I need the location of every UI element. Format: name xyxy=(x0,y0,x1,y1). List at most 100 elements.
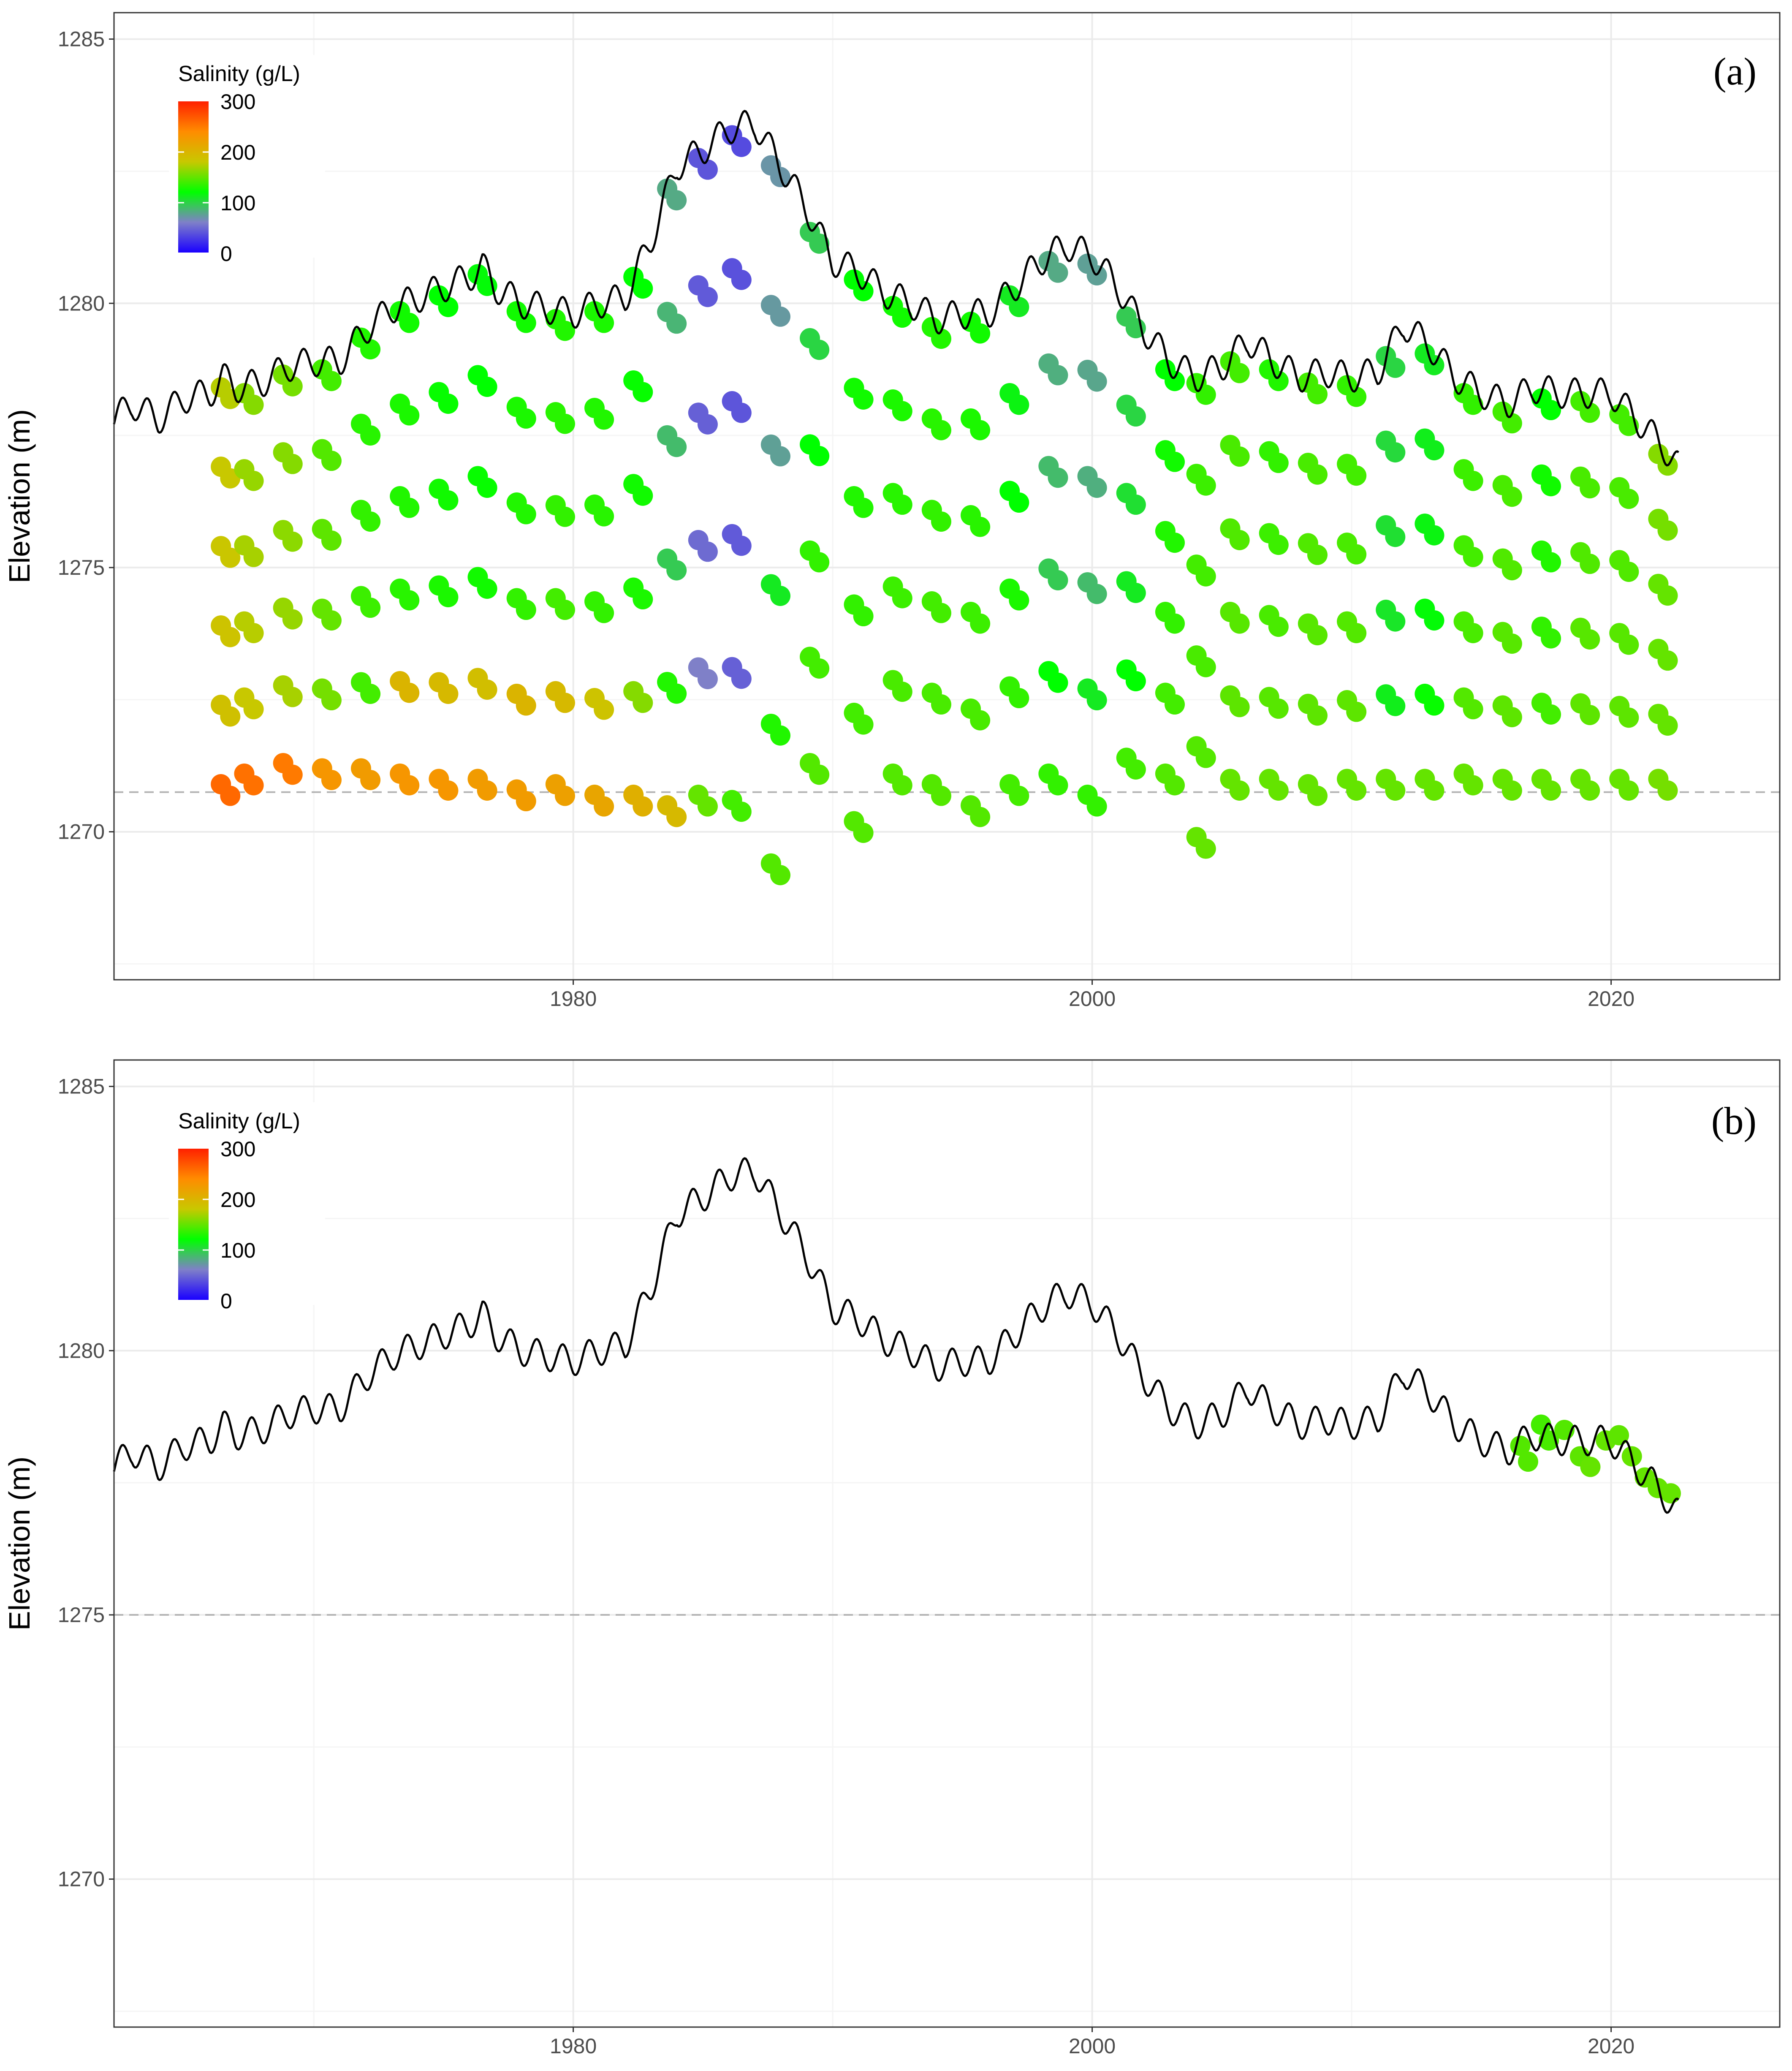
sample-point xyxy=(321,451,342,471)
sample-point xyxy=(1009,297,1029,318)
sample-point xyxy=(1307,544,1328,565)
sample-point xyxy=(931,694,951,715)
panel-a-y-axis-title: Elevation (m) xyxy=(3,409,36,583)
sample-point xyxy=(1609,1425,1629,1446)
sample-point xyxy=(633,796,653,817)
panel-b-colorbar xyxy=(178,1149,209,1300)
sample-point xyxy=(1346,780,1367,801)
sample-point xyxy=(594,796,614,817)
sample-point xyxy=(892,307,912,328)
sample-point xyxy=(853,389,874,410)
sample-point xyxy=(1541,552,1561,573)
sample-point xyxy=(243,775,264,796)
sample-point xyxy=(282,376,303,397)
sample-point xyxy=(399,775,420,796)
sample-point xyxy=(1165,775,1185,796)
sample-point xyxy=(1048,672,1068,693)
sample-point xyxy=(1307,464,1328,485)
sample-point xyxy=(1463,699,1483,720)
sample-point xyxy=(399,497,420,518)
sample-point xyxy=(970,807,991,827)
panel-b-x-tick-label: 1980 xyxy=(550,2034,597,2058)
sample-point xyxy=(399,405,420,426)
panel-b-y-tick-label: 1275 xyxy=(58,1603,105,1627)
sample-point xyxy=(243,546,264,567)
sample-point xyxy=(220,627,241,647)
sample-point xyxy=(731,402,752,423)
sample-point xyxy=(1501,413,1522,434)
panel-a-colorbar xyxy=(178,101,209,253)
sample-point xyxy=(809,658,830,679)
sample-point xyxy=(1268,617,1289,637)
sample-point xyxy=(243,470,264,491)
sample-point xyxy=(1541,400,1561,421)
sample-point xyxy=(1195,566,1216,587)
sample-point xyxy=(731,136,752,157)
sample-point xyxy=(554,785,575,806)
sample-point xyxy=(853,281,874,302)
sample-point xyxy=(1424,610,1444,631)
sample-point xyxy=(321,690,342,711)
sample-point xyxy=(1268,780,1289,801)
sample-point xyxy=(697,796,718,817)
sample-point xyxy=(1307,705,1328,726)
sample-point xyxy=(1463,394,1483,415)
sample-point xyxy=(1424,780,1444,801)
panel-b-y-axis: 1270 1275 1280 1285 xyxy=(58,1075,114,1891)
sample-point xyxy=(931,785,951,806)
sample-point xyxy=(1385,696,1406,716)
sample-point xyxy=(516,791,536,812)
sample-point xyxy=(1086,371,1107,392)
sample-point xyxy=(243,699,264,720)
sample-point xyxy=(360,339,381,360)
sample-point xyxy=(516,313,536,333)
sample-point xyxy=(243,394,264,415)
sample-point xyxy=(243,623,264,644)
sample-point xyxy=(1307,625,1328,646)
sample-point xyxy=(1580,705,1600,726)
sample-point xyxy=(321,530,342,551)
sample-point xyxy=(360,511,381,532)
panel-b-y-tick-label: 1270 xyxy=(58,1867,105,1891)
sample-point xyxy=(282,764,303,785)
sample-point xyxy=(1195,838,1216,859)
sample-point xyxy=(731,802,752,822)
panel-a-y-tick-label: 1270 xyxy=(58,820,105,844)
sample-point xyxy=(1501,633,1522,654)
sample-point xyxy=(321,769,342,790)
sample-point xyxy=(1385,442,1406,463)
sample-point xyxy=(220,706,241,727)
sample-point xyxy=(1657,520,1678,541)
sample-point xyxy=(1501,707,1522,728)
sample-point xyxy=(1463,775,1483,796)
sample-point xyxy=(1125,406,1146,427)
sample-point xyxy=(1048,570,1068,590)
sample-point xyxy=(809,552,830,573)
panel-a-points xyxy=(211,125,1678,886)
sample-point xyxy=(1125,759,1146,780)
sample-point xyxy=(516,504,536,525)
sample-point xyxy=(1268,453,1289,473)
sample-point xyxy=(1580,780,1600,801)
sample-point xyxy=(697,287,718,307)
sample-point xyxy=(1541,628,1561,649)
sample-point xyxy=(697,541,718,562)
sample-point xyxy=(1086,690,1107,711)
sample-point xyxy=(731,669,752,689)
sample-point xyxy=(477,376,497,397)
sample-point xyxy=(1165,371,1185,391)
sample-point xyxy=(853,823,874,843)
sample-point xyxy=(1346,623,1367,644)
sample-point xyxy=(633,278,653,299)
sample-point xyxy=(697,669,718,689)
sample-point xyxy=(1125,495,1146,515)
sample-point xyxy=(1618,489,1639,509)
sample-point xyxy=(697,414,718,435)
sample-point xyxy=(1307,785,1328,806)
sample-point xyxy=(1531,1414,1551,1435)
sample-point xyxy=(399,313,420,333)
sample-point xyxy=(594,603,614,623)
sample-point xyxy=(1346,701,1367,722)
sample-point xyxy=(1048,775,1068,796)
